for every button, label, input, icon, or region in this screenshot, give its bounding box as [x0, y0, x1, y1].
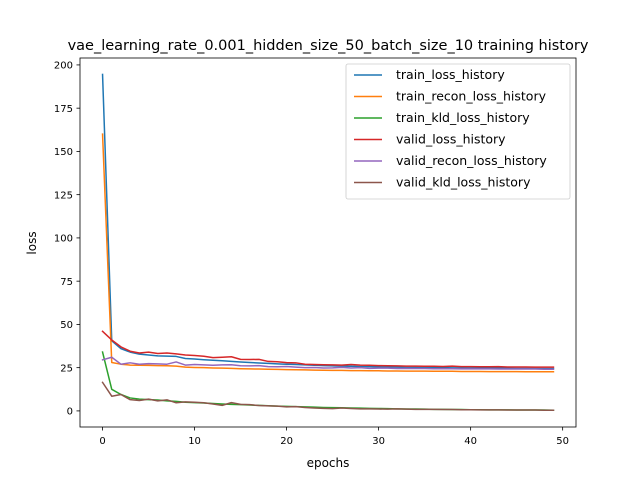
y-tick-label: 175: [54, 104, 73, 115]
y-tick-label: 0: [67, 407, 73, 418]
chart-title: vae_learning_rate_0.001_hidden_size_50_b…: [68, 38, 589, 54]
legend-box: [345, 63, 571, 200]
x-tick-label: 0: [99, 436, 105, 447]
y-tick-label: 100: [54, 234, 73, 245]
y-tick-label: 125: [54, 190, 73, 201]
y-tick-label: 25: [60, 363, 73, 374]
y-tick-label: 150: [54, 147, 73, 158]
x-tick-label: 20: [280, 436, 293, 447]
axes-frame: [79, 57, 577, 428]
x-tick-label: 40: [464, 436, 477, 447]
series-line-valid_recon_loss_history: [101, 356, 555, 370]
y-axis-label: loss: [25, 231, 39, 254]
plot-area: 0 10 20 30 40 50 0 25 50 75 100 125 150 175 200: [54, 57, 577, 447]
series-line-valid_loss_history: [101, 330, 555, 368]
y-tick-label: 200: [54, 61, 73, 72]
series-line-valid_kld_loss_history: [101, 381, 555, 411]
y-tick-label: 75: [60, 277, 73, 288]
legend-label: train_recon_loss_history: [396, 89, 547, 104]
legend: train_loss_history train_recon_loss_histo…: [345, 63, 571, 200]
x-tick-label: 30: [372, 436, 385, 447]
x-tick-label: 10: [188, 436, 201, 447]
legend-label: valid_kld_loss_history: [396, 175, 531, 190]
y-tick-label: 50: [60, 320, 73, 331]
series-line-train_loss_history: [101, 73, 555, 370]
series-line-train_recon_loss_history: [101, 133, 555, 373]
legend-label: valid_recon_loss_history: [396, 153, 547, 168]
x-tick-label: 50: [556, 436, 569, 447]
legend-label: train_loss_history: [396, 67, 505, 82]
legend-label: valid_loss_history: [396, 132, 506, 147]
x-axis-label: epochs: [307, 456, 350, 470]
legend-label: train_kld_loss_history: [396, 110, 530, 125]
